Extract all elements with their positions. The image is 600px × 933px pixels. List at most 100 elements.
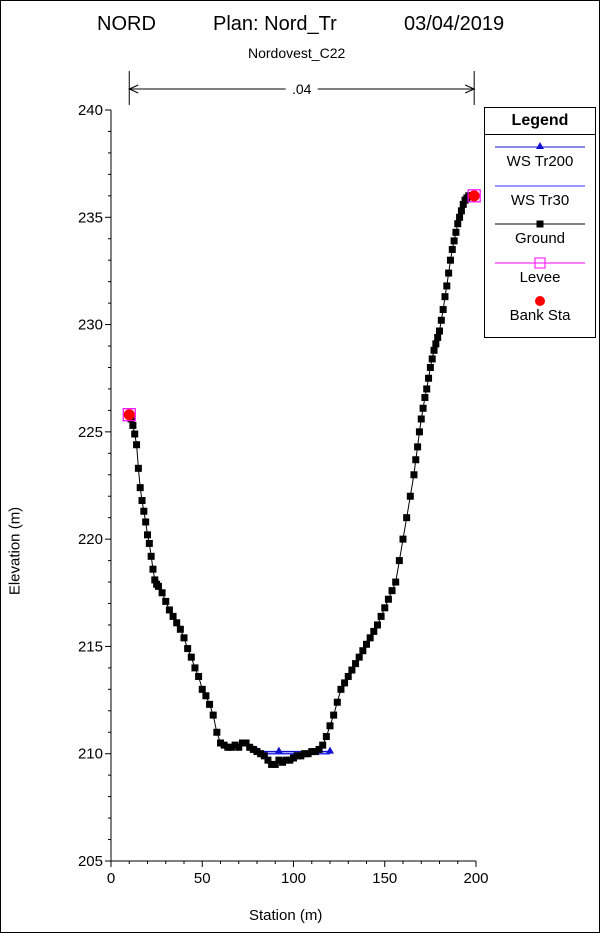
ground-point <box>384 595 392 603</box>
ground-point <box>359 647 367 655</box>
ground-point <box>227 743 235 751</box>
legend-item-label: Bank Sta <box>509 307 571 324</box>
x-tick-label: 0 <box>107 870 115 887</box>
y-tick-label: 205 <box>78 853 103 870</box>
ground-point <box>341 679 349 687</box>
ground-point <box>213 728 221 736</box>
ground-point <box>377 612 385 620</box>
levee-point <box>122 408 136 422</box>
legend-marker <box>534 257 546 268</box>
manning-arrowhead-left <box>128 84 139 94</box>
ground-point <box>436 327 443 335</box>
legend-item-label: Levee <box>519 268 561 286</box>
ground-point <box>282 756 290 764</box>
ground-point <box>430 346 438 354</box>
ground-point <box>333 698 341 706</box>
manning-n-label: .04 <box>292 81 312 97</box>
ground-point <box>352 660 360 668</box>
ground-point <box>264 756 272 764</box>
y-tick-label: 215 <box>78 638 103 655</box>
legend-item-label: WS Tr30 <box>510 191 570 209</box>
legend-marker <box>536 142 544 149</box>
ground-point <box>147 552 155 560</box>
ground-point <box>437 316 445 324</box>
ground-point <box>348 666 356 674</box>
ground-point <box>308 748 316 756</box>
ground-point <box>149 565 157 573</box>
ground-point <box>162 597 170 605</box>
ground-point <box>355 653 363 661</box>
ground-point <box>344 672 352 680</box>
ground-point <box>319 741 327 749</box>
ground-point <box>195 672 203 680</box>
legend-item: Ground <box>485 212 595 251</box>
ground-point <box>279 758 287 766</box>
legend-item: WS Tr200 <box>485 135 595 174</box>
ground-point <box>173 619 181 627</box>
legend-marker <box>535 296 545 306</box>
ground-point <box>388 587 396 595</box>
legend-item-label: WS Tr200 <box>506 153 574 170</box>
ground-point <box>406 492 414 500</box>
project-title: NORD <box>97 13 156 35</box>
ws-tr200-point <box>274 746 283 754</box>
ground-point <box>439 306 447 314</box>
ground-point <box>432 340 440 348</box>
legend-title: Legend <box>485 108 595 135</box>
ground-point <box>134 464 142 472</box>
ground-point <box>428 355 436 363</box>
ground-point <box>217 739 224 747</box>
ground-point <box>459 200 467 208</box>
ground-point <box>410 471 418 479</box>
ground-point <box>131 430 139 438</box>
ground-point <box>363 640 370 648</box>
ground-point <box>330 711 338 719</box>
ground-point <box>426 363 434 371</box>
ground-point <box>419 404 427 412</box>
ground-point <box>434 333 442 341</box>
legend-swatch <box>495 220 585 228</box>
ground-line <box>128 195 475 765</box>
ground-point <box>249 745 257 753</box>
ground-point <box>253 748 261 756</box>
ground-point <box>297 752 305 760</box>
ground-point <box>448 245 456 253</box>
section-subtitle: Nordovest_C22 <box>248 45 346 61</box>
x-tick-label: 100 <box>281 870 306 887</box>
ground-point <box>414 443 422 451</box>
legend-item: WS Tr30 <box>485 174 595 213</box>
bank-sta-point <box>123 409 135 421</box>
ground-point <box>403 514 411 522</box>
ground-point <box>191 664 199 672</box>
ground-point <box>129 421 137 429</box>
ground-point <box>456 213 464 221</box>
ground-point <box>441 293 449 301</box>
levee-point <box>467 189 481 203</box>
x-tick-label: 200 <box>463 870 488 887</box>
ground-point <box>450 237 458 245</box>
legend-item: Bank Sta <box>485 289 595 328</box>
bank-sta-point <box>468 190 480 202</box>
ground-point <box>151 576 159 584</box>
ground-point <box>290 754 297 762</box>
ground-point <box>138 497 146 505</box>
manning-arrowhead-right <box>464 84 476 94</box>
ground-point <box>322 733 330 741</box>
ground-point <box>242 739 250 747</box>
y-tick-label: 240 <box>78 102 103 119</box>
ground-point <box>184 645 192 653</box>
plan-title: Plan: Nord_Tr <box>213 13 337 35</box>
ground-point <box>144 531 151 539</box>
ground-point <box>445 269 453 277</box>
ground-point <box>154 582 162 590</box>
ground-point <box>246 743 254 751</box>
ground-point <box>140 507 148 515</box>
ground-point <box>417 415 425 423</box>
ground-point <box>370 627 378 635</box>
ground-point <box>381 604 389 612</box>
ground-point <box>260 752 268 760</box>
ground-point <box>326 722 334 730</box>
x-tick-label: 150 <box>372 870 397 887</box>
